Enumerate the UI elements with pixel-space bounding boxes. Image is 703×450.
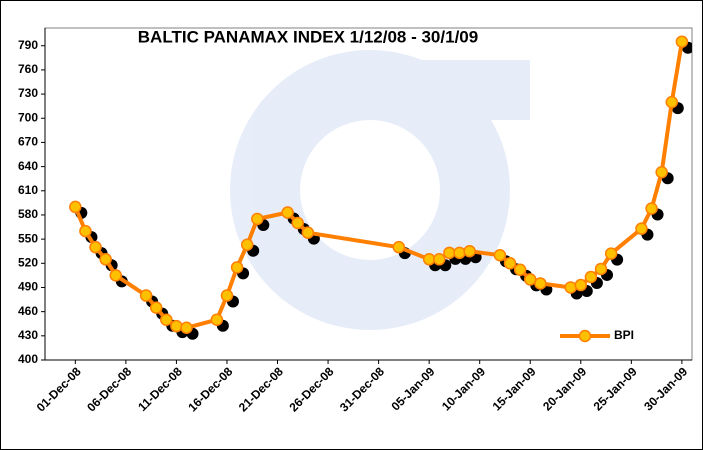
marker xyxy=(240,238,254,252)
y-tick-label: 550 xyxy=(18,231,38,245)
marker xyxy=(149,301,163,314)
series xyxy=(69,35,692,340)
y-tick-label: 430 xyxy=(18,328,38,342)
legend: BPI xyxy=(552,322,662,350)
marker xyxy=(534,277,547,290)
marker xyxy=(291,216,304,230)
marker xyxy=(230,261,244,274)
marker xyxy=(210,313,224,326)
marker xyxy=(79,224,92,238)
marker xyxy=(170,319,183,333)
marker xyxy=(493,248,507,262)
marker xyxy=(524,273,537,286)
y-tick-label: 580 xyxy=(18,207,38,221)
marker xyxy=(220,289,234,302)
marker xyxy=(180,321,193,335)
y-tick-label: 700 xyxy=(18,110,38,124)
marker xyxy=(675,35,689,48)
marker xyxy=(503,257,517,270)
y-tick-label: 670 xyxy=(18,135,38,149)
marker xyxy=(665,95,679,109)
marker xyxy=(139,289,153,302)
marker xyxy=(645,202,658,215)
chart-title: BALTIC PANAMAX INDEX 1/12/08 - 30/1/09 xyxy=(138,27,478,46)
marker xyxy=(655,165,668,179)
marker xyxy=(89,240,102,254)
marker xyxy=(160,313,173,326)
y-tick-label: 790 xyxy=(18,38,38,52)
y-tick-label: 490 xyxy=(18,280,38,294)
marker xyxy=(99,253,112,266)
marker xyxy=(281,206,294,219)
y-tick-label: 610 xyxy=(18,183,38,197)
y-tick-label: 520 xyxy=(18,255,38,269)
y-tick-label: 460 xyxy=(18,304,38,318)
marker xyxy=(453,246,466,260)
marker xyxy=(564,281,577,294)
marker xyxy=(422,253,436,266)
marker xyxy=(109,269,123,282)
marker xyxy=(584,270,598,284)
marker xyxy=(574,278,588,292)
marker xyxy=(392,240,406,254)
marker xyxy=(513,263,527,276)
marker xyxy=(443,246,456,260)
marker xyxy=(463,244,476,258)
marker xyxy=(69,200,82,214)
y-tick-label: 760 xyxy=(18,62,38,76)
marker xyxy=(594,262,608,276)
legend-label: BPI xyxy=(614,328,634,342)
y-tick-label: 640 xyxy=(18,159,38,173)
marker xyxy=(604,247,618,260)
marker xyxy=(301,226,315,239)
y-tick-label: 730 xyxy=(18,86,38,100)
legend-marker xyxy=(578,329,592,343)
marker xyxy=(635,222,648,235)
marker xyxy=(433,253,446,266)
y-tick-label: 400 xyxy=(18,352,38,366)
marker xyxy=(251,212,264,226)
